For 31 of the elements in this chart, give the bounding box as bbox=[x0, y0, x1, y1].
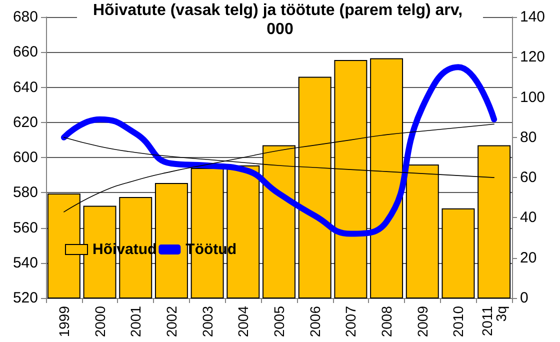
x-tick-label: 2000 bbox=[92, 306, 108, 338]
y2-tick-label: 20 bbox=[520, 249, 537, 266]
x-tick-label: 2009 bbox=[414, 306, 430, 338]
chart-title: Hõivatute (vasak telg) ja töötute (parem telg) arv, 000 bbox=[92, 2, 468, 38]
y-tick-label: 560 bbox=[12, 219, 38, 236]
y2-tick-label: 120 bbox=[520, 48, 546, 66]
x-tick-label: 2004 bbox=[235, 306, 252, 338]
x-tick-label: 1999 bbox=[56, 306, 72, 338]
y-tick-label: 640 bbox=[12, 78, 38, 96]
y-tick-label: 660 bbox=[12, 44, 38, 61]
y2-tick-label: 40 bbox=[520, 209, 537, 226]
x-tick-label: 2001 bbox=[128, 306, 144, 338]
y-tick-label: 580 bbox=[12, 184, 38, 202]
x-tick-label: 2005 bbox=[271, 306, 287, 338]
x-tick-label: 2006 bbox=[306, 306, 323, 338]
y2-tick-label: 100 bbox=[520, 88, 546, 106]
x-tick-label: 2007 bbox=[342, 306, 359, 338]
x-tick-label: 2011 3q bbox=[479, 306, 510, 336]
y2-tick-label: 140 bbox=[520, 8, 546, 26]
y-tick-label: 520 bbox=[12, 290, 38, 306]
x-tick-label: 2008 bbox=[378, 306, 395, 338]
y2-tick-label: 60 bbox=[520, 169, 537, 186]
y2-tick-label: 0 bbox=[520, 290, 528, 306]
y-tick-label: 620 bbox=[12, 114, 38, 131]
x-tick-label: 2003 bbox=[199, 306, 216, 338]
y-tick-label: 680 bbox=[12, 8, 38, 26]
y-tick-label: 540 bbox=[12, 254, 38, 272]
y-tick-label: 600 bbox=[12, 149, 38, 166]
x-tick-label: 2010 bbox=[450, 306, 466, 338]
x-tick-label: 2002 bbox=[163, 306, 180, 338]
y2-tick-label: 80 bbox=[520, 128, 537, 146]
